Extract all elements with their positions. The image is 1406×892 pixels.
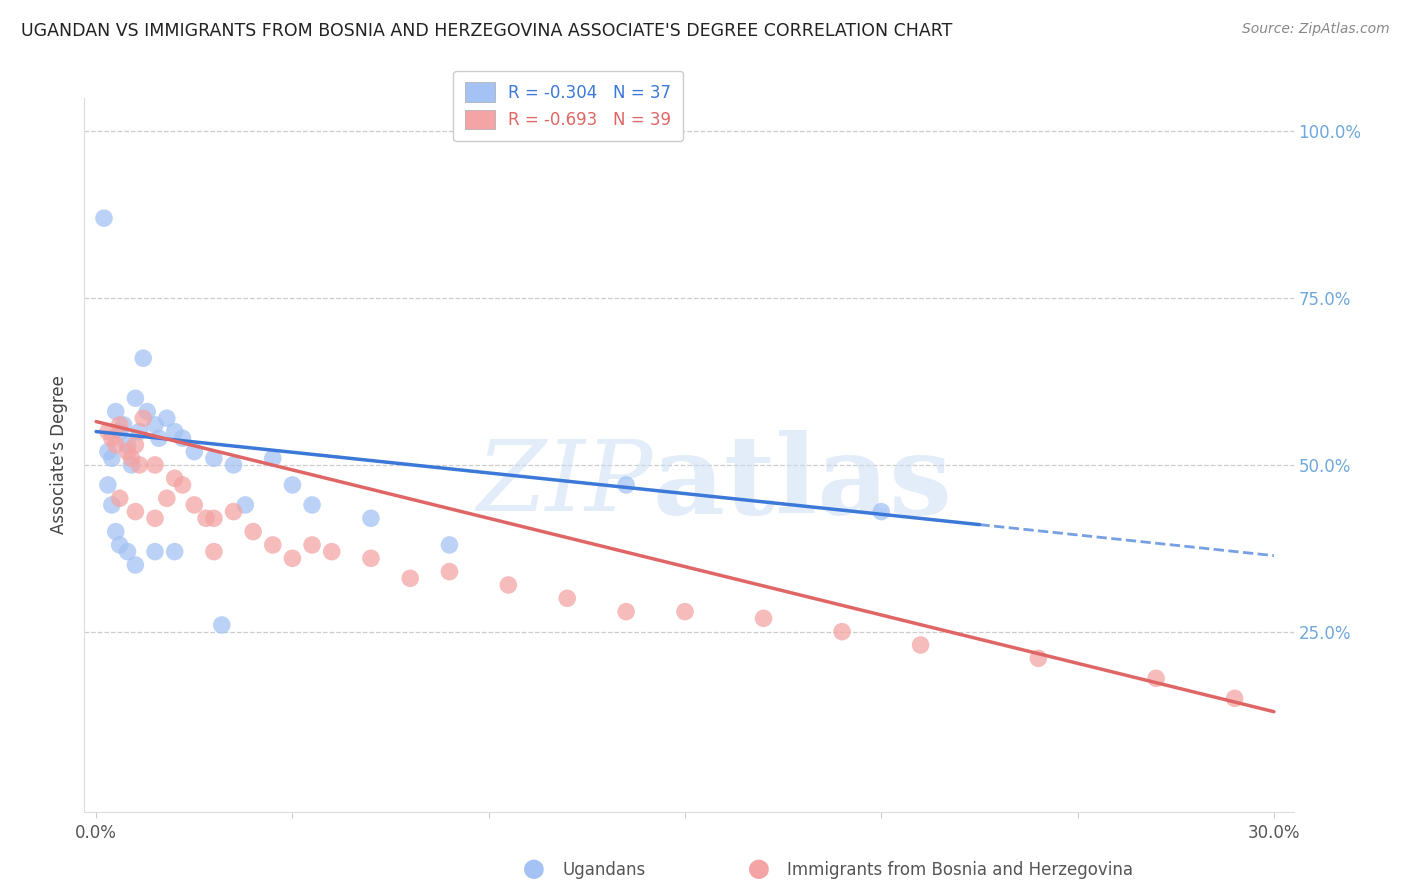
- Point: [222, 458, 245, 472]
- Point: [97, 478, 120, 492]
- Point: [124, 438, 146, 452]
- Point: [104, 438, 127, 452]
- Point: [97, 444, 120, 458]
- Point: [673, 605, 696, 619]
- Point: [121, 458, 143, 472]
- Point: [143, 458, 166, 472]
- Point: [97, 425, 120, 439]
- Point: [202, 544, 225, 558]
- Point: [132, 351, 155, 366]
- Point: [104, 524, 127, 539]
- Point: [195, 511, 218, 525]
- Point: [112, 417, 135, 432]
- Point: [108, 538, 131, 552]
- Point: [128, 458, 150, 472]
- Point: [321, 544, 343, 558]
- Point: [101, 498, 124, 512]
- Point: [360, 511, 382, 525]
- Point: [108, 491, 131, 506]
- Point: [143, 417, 166, 432]
- Point: [172, 478, 194, 492]
- Point: [555, 591, 578, 606]
- Point: [233, 498, 256, 512]
- Point: [117, 438, 139, 452]
- Point: [172, 431, 194, 445]
- Point: [752, 611, 775, 625]
- Point: [439, 565, 461, 579]
- Point: [614, 478, 637, 492]
- Point: [301, 498, 323, 512]
- Legend: R = -0.304   N = 37, R = -0.693   N = 39: R = -0.304 N = 37, R = -0.693 N = 39: [453, 70, 683, 141]
- Point: [101, 431, 124, 445]
- Point: [136, 404, 159, 418]
- Point: [281, 478, 304, 492]
- Point: [222, 505, 245, 519]
- Point: [104, 404, 127, 418]
- Point: [163, 471, 186, 485]
- Point: [870, 505, 893, 519]
- Point: [148, 431, 170, 445]
- Point: [143, 544, 166, 558]
- Point: [108, 417, 131, 432]
- Point: [262, 451, 284, 466]
- Point: [910, 638, 932, 652]
- Point: [121, 451, 143, 466]
- Point: [183, 444, 205, 458]
- Point: [128, 425, 150, 439]
- Point: [360, 551, 382, 566]
- Text: ⬤: ⬤: [523, 860, 546, 880]
- Point: [1144, 671, 1167, 685]
- Point: [124, 505, 146, 519]
- Text: UGANDAN VS IMMIGRANTS FROM BOSNIA AND HERZEGOVINA ASSOCIATE'S DEGREE CORRELATION: UGANDAN VS IMMIGRANTS FROM BOSNIA AND HE…: [21, 22, 952, 40]
- Point: [399, 571, 422, 585]
- Point: [156, 411, 179, 425]
- Point: [281, 551, 304, 566]
- Point: [242, 524, 264, 539]
- Y-axis label: Associate's Degree: Associate's Degree: [49, 376, 67, 534]
- Point: [101, 451, 124, 466]
- Point: [117, 544, 139, 558]
- Point: [614, 605, 637, 619]
- Point: [202, 511, 225, 525]
- Point: [1028, 651, 1050, 665]
- Point: [301, 538, 323, 552]
- Point: [124, 391, 146, 405]
- Point: [183, 498, 205, 512]
- Point: [143, 511, 166, 525]
- Point: [1223, 691, 1246, 706]
- Text: Source: ZipAtlas.com: Source: ZipAtlas.com: [1241, 22, 1389, 37]
- Point: [93, 211, 115, 226]
- Point: [156, 491, 179, 506]
- Point: [163, 425, 186, 439]
- Point: [132, 411, 155, 425]
- Point: [163, 544, 186, 558]
- Point: [439, 538, 461, 552]
- Point: [124, 558, 146, 572]
- Point: [498, 578, 520, 592]
- Text: atlas: atlas: [652, 430, 952, 537]
- Text: Ugandans: Ugandans: [562, 861, 645, 879]
- Point: [108, 425, 131, 439]
- Point: [202, 451, 225, 466]
- Text: ⬤: ⬤: [748, 860, 770, 880]
- Text: ZIP: ZIP: [477, 436, 652, 531]
- Point: [831, 624, 853, 639]
- Text: Immigrants from Bosnia and Herzegovina: Immigrants from Bosnia and Herzegovina: [787, 861, 1133, 879]
- Point: [117, 444, 139, 458]
- Point: [211, 618, 233, 632]
- Point: [262, 538, 284, 552]
